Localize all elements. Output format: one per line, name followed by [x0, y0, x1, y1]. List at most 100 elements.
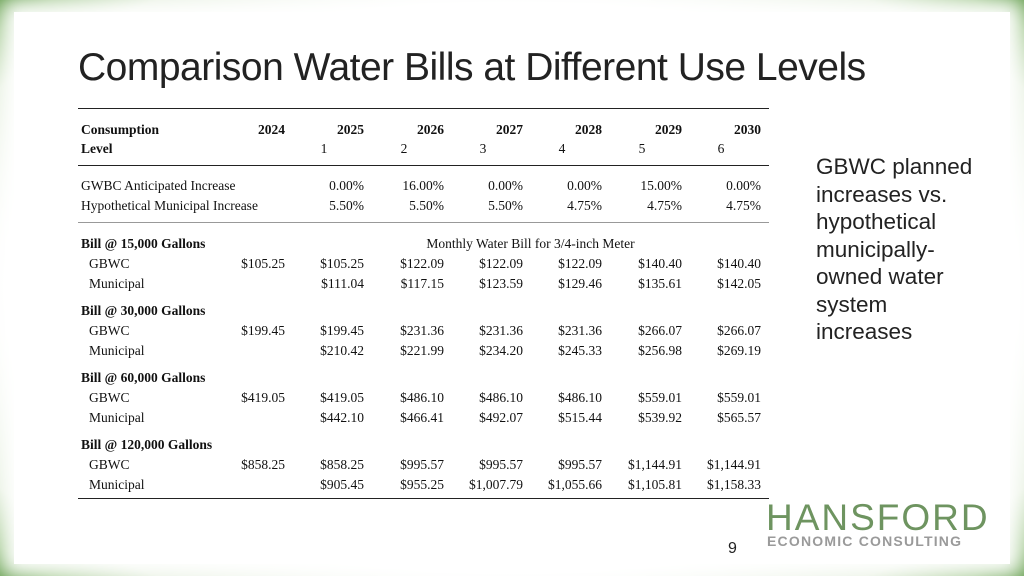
group-heading: Bill @ 60,000 Gallons — [81, 370, 206, 385]
bill-value: $1,144.91 — [707, 457, 761, 472]
increase-value: 0.00% — [488, 178, 523, 193]
bill-value: $559.01 — [638, 390, 682, 405]
bill-value: $419.05 — [241, 390, 285, 405]
meter-note: Monthly Water Bill for 3/4-inch Meter — [426, 236, 635, 251]
company-logo-tagline: ECONOMIC CONSULTING — [767, 533, 963, 549]
increase-value: 16.00% — [402, 178, 444, 193]
bill-value: $140.40 — [717, 256, 761, 271]
increase-value: 5.50% — [329, 198, 364, 213]
bill-value: $105.25 — [241, 256, 285, 271]
header-year: 2024 — [258, 122, 285, 137]
bill-row-label: Municipal — [89, 477, 145, 492]
side-note: GBWC planned increases vs. hypothetical … — [816, 154, 973, 344]
increase-value: 0.00% — [726, 178, 761, 193]
bill-value: $515.44 — [558, 410, 602, 425]
bill-row-label: GBWC — [89, 256, 130, 271]
increase-value: 4.75% — [647, 198, 682, 213]
increase-value: 5.50% — [488, 198, 523, 213]
increase-value: 0.00% — [329, 178, 364, 193]
increase-value: 15.00% — [640, 178, 682, 193]
group-heading: Bill @ 30,000 Gallons — [81, 303, 206, 318]
bill-value: $105.25 — [320, 256, 364, 271]
bill-value: $1,055.66 — [548, 477, 602, 492]
bill-value: $210.42 — [320, 343, 364, 358]
bill-value: $539.92 — [638, 410, 682, 425]
bill-row-label: Municipal — [89, 276, 145, 291]
slide-title: Comparison Water Bills at Different Use … — [78, 46, 866, 89]
bill-value: $234.20 — [479, 343, 523, 358]
group-heading: Bill @ 120,000 Gallons — [81, 437, 213, 452]
company-logo-name: HANSFORD — [766, 497, 990, 538]
bill-value: $266.07 — [717, 323, 761, 338]
header-label-line2: Level — [81, 141, 113, 156]
header-year-index: 1 — [320, 141, 328, 156]
bill-value: $142.05 — [717, 276, 761, 291]
header-year-index: 4 — [558, 141, 566, 156]
header-year-index: 3 — [479, 141, 487, 156]
table-bottom-rule — [78, 498, 769, 499]
bill-value: $129.46 — [558, 276, 602, 291]
bill-value: $140.40 — [638, 256, 682, 271]
bill-value: $995.57 — [558, 457, 602, 472]
bill-value: $492.07 — [479, 410, 523, 425]
increase-value: 5.50% — [409, 198, 444, 213]
bill-value: $486.10 — [400, 390, 444, 405]
header-year-index: 2 — [400, 141, 408, 156]
increase-value: 4.75% — [726, 198, 761, 213]
bill-value: $466.41 — [400, 410, 444, 425]
header-year: 2028 — [575, 122, 602, 137]
bill-value: $1,144.91 — [628, 457, 682, 472]
bill-value: $199.45 — [320, 323, 364, 338]
header-year: 2025 — [337, 122, 364, 137]
bill-value: $486.10 — [558, 390, 602, 405]
bill-row-label: Municipal — [89, 410, 145, 425]
bill-value: $1,007.79 — [469, 477, 523, 492]
bill-value: $565.57 — [717, 410, 761, 425]
bill-value: $221.99 — [400, 343, 444, 358]
increase-value: 4.75% — [567, 198, 602, 213]
bill-value: $123.59 — [479, 276, 523, 291]
bill-value: $995.57 — [400, 457, 444, 472]
table-top-rule — [78, 108, 769, 109]
bill-value: $955.25 — [400, 477, 444, 492]
header-label-line1: Consumption — [81, 122, 160, 137]
bill-value: $199.45 — [241, 323, 285, 338]
bill-value: $858.25 — [320, 457, 364, 472]
bill-row-label: Municipal — [89, 343, 145, 358]
bill-value: $122.09 — [558, 256, 602, 271]
header-year: 2030 — [734, 122, 761, 137]
bill-value: $122.09 — [400, 256, 444, 271]
header-year: 2026 — [417, 122, 444, 137]
bill-value: $559.01 — [717, 390, 761, 405]
bill-value: $117.15 — [400, 276, 444, 291]
bill-value: $1,158.33 — [707, 477, 761, 492]
bill-value: $245.33 — [558, 343, 602, 358]
header-year: 2027 — [496, 122, 523, 137]
bill-value: $486.10 — [479, 390, 523, 405]
bill-value: $266.07 — [638, 323, 682, 338]
increase-row-label: Hypothetical Municipal Increase — [81, 198, 258, 213]
bill-value: $1,105.81 — [628, 477, 682, 492]
header-bottom-rule — [78, 165, 769, 166]
bill-row-label: GBWC — [89, 457, 130, 472]
increase-value: 0.00% — [567, 178, 602, 193]
bill-value: $231.36 — [479, 323, 523, 338]
bill-value: $442.10 — [320, 410, 364, 425]
bill-value: $419.05 — [320, 390, 364, 405]
bill-row-label: GBWC — [89, 323, 130, 338]
increase-row-label: GWBC Anticipated Increase — [81, 178, 236, 193]
bill-row-label: GBWC — [89, 390, 130, 405]
bill-value: $269.19 — [717, 343, 761, 358]
slide — [14, 12, 1010, 564]
bill-value: $231.36 — [400, 323, 444, 338]
header-year-index: 5 — [638, 141, 646, 156]
bill-value: $905.45 — [320, 477, 364, 492]
bill-value: $111.04 — [321, 276, 364, 291]
bill-value: $858.25 — [241, 457, 285, 472]
bill-value: $256.98 — [638, 343, 682, 358]
bill-value: $122.09 — [479, 256, 523, 271]
bill-value: $995.57 — [479, 457, 523, 472]
bill-value: $135.61 — [638, 276, 682, 291]
increase-bottom-rule — [78, 222, 769, 223]
group-heading: Bill @ 15,000 Gallons — [81, 236, 206, 251]
